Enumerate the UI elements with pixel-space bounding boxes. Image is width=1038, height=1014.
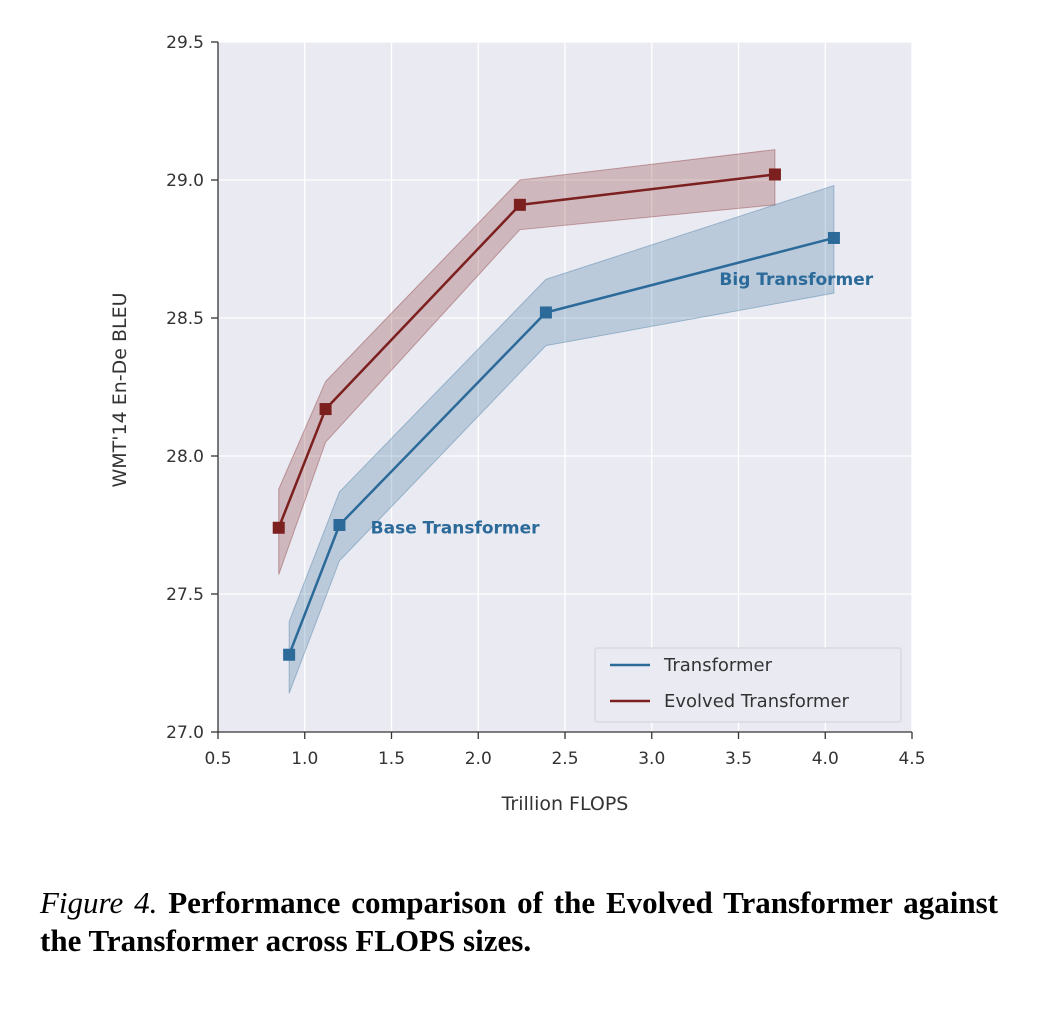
figure-caption: Figure 4. Performance comparison of the … (40, 884, 998, 960)
series-lines (277, 173, 835, 656)
legend-label-transformer: Transformer (663, 655, 773, 676)
annotation-label: Big Transformer (719, 270, 873, 290)
x-tick-label: 3.0 (638, 749, 665, 769)
y-tick-label: 28.0 (166, 447, 204, 467)
x-axis-title: Trillion FLOPS (501, 793, 629, 815)
y-tick-label: 29.5 (166, 33, 204, 53)
transformer-marker (283, 648, 296, 661)
transformer-marker (333, 519, 346, 531)
y-tick-label: 29.0 (166, 171, 204, 191)
caption-label: Figure 4. (40, 885, 158, 920)
legend: Transformer Evolved Transformer (594, 647, 902, 723)
x-tick-label: 2.5 (551, 749, 578, 769)
evolved-transformer-line (277, 173, 776, 529)
confidence-bands (278, 149, 835, 694)
bleu-flops-chart: 0.5 1.0 1.5 2.0 2.5 3.0 3.5 4.0 4.5 27.0 27.5 28.0… (109, 33, 926, 815)
x-tick-label: 1.5 (378, 749, 405, 769)
series-markers (272, 168, 840, 661)
axes (211, 41, 913, 739)
y-tick-label: 27.5 (166, 585, 204, 605)
evolved-transformer-marker (768, 168, 781, 181)
evolved-transformer-marker (513, 198, 526, 211)
caption-text: Performance comparison of the Evolved Tr… (40, 885, 998, 958)
y-axis-title: WMT'14 En-De BLEU (109, 292, 131, 487)
transformer-line (287, 236, 835, 656)
transformer-marker (539, 306, 552, 319)
x-tick-label: 4.5 (898, 749, 925, 769)
annotation-label: Base Transformer (371, 518, 541, 538)
legend-box (594, 647, 902, 723)
x-tick-label: 1.0 (291, 749, 318, 769)
x-tick-label: 3.5 (725, 749, 752, 769)
x-tick-label: 0.5 (204, 749, 231, 769)
x-tick-label: 2.0 (465, 749, 492, 769)
x-tick-label: 4.0 (812, 749, 839, 769)
y-tick-label: 27.0 (166, 723, 204, 743)
x-tick-labels: 0.5 1.0 1.5 2.0 2.5 3.0 3.5 4.0 4.5 (204, 749, 925, 769)
evolved-transformer-marker (272, 521, 285, 534)
evolved-transformer-marker (319, 403, 332, 416)
y-tick-labels: 27.0 27.5 28.0 28.5 29.0 29.5 (166, 33, 204, 743)
transformer-marker (827, 231, 840, 244)
transformer-confidence-band (288, 184, 835, 694)
annotations: Base Transformer Big Transformer (371, 270, 874, 538)
legend-label-evolved-transformer: Evolved Transformer (664, 691, 850, 712)
y-tick-label: 28.5 (166, 309, 204, 329)
evolved-transformer-confidence-band (278, 149, 776, 575)
